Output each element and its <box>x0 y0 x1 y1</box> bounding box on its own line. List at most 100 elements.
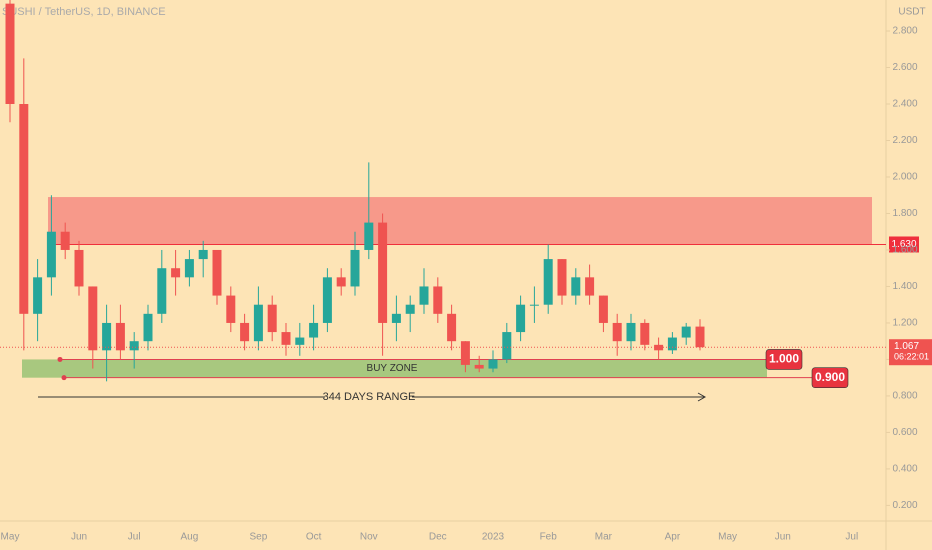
y-tick-label: 2.000 <box>892 172 917 183</box>
candle-body <box>695 326 705 348</box>
candle-body <box>115 322 125 351</box>
buy-zone <box>22 359 767 378</box>
candle-body <box>171 268 181 278</box>
candle-body <box>322 277 332 323</box>
x-tick-label: Jul <box>845 532 858 543</box>
y-tick-label: 2.600 <box>892 62 917 73</box>
candle-body <box>267 304 277 333</box>
last-price-countdown: 06:22:01 <box>894 352 929 362</box>
last-price-label: 1.067 <box>894 341 919 352</box>
buy-zone-top-box <box>765 349 803 370</box>
candle-body <box>612 322 622 342</box>
x-tick-label: Apr <box>665 532 681 543</box>
candle-body <box>598 295 608 323</box>
candle-body <box>60 231 70 250</box>
candle-body <box>378 222 388 323</box>
candle-body <box>488 359 498 369</box>
resistance-label-box <box>889 236 919 253</box>
x-tick-label: Mar <box>595 532 613 543</box>
x-tick-label: Jun <box>775 532 791 543</box>
candle-body <box>364 222 374 250</box>
y-tick-label: 2.200 <box>892 135 917 146</box>
y-tick-label: 2.800 <box>892 26 917 37</box>
y-tick-label: 1.800 <box>892 208 917 219</box>
candle-body <box>529 304 539 306</box>
buy-zone-bottom-label: 0.900 <box>815 370 845 384</box>
candle-body <box>253 304 263 342</box>
y-tick-label: 0.800 <box>892 391 917 402</box>
candle-body <box>143 313 153 342</box>
chart-title: SUSHI / TetherUS, 1D, BINANCE <box>2 6 166 18</box>
candle-body <box>571 277 581 296</box>
candle-body <box>184 259 194 278</box>
candle-body <box>88 286 98 351</box>
candle-body <box>585 277 595 296</box>
candle-body <box>626 322 636 342</box>
candle-body <box>198 249 208 260</box>
candle-body <box>102 322 112 351</box>
y-tick-label: 1.400 <box>892 281 917 292</box>
candle-body <box>240 322 250 342</box>
candle-body <box>129 341 139 351</box>
y-tick-label: 0.600 <box>892 427 917 438</box>
candle-body <box>433 286 443 314</box>
y-tick-label: 0.400 <box>892 464 917 475</box>
candle-body <box>419 286 429 305</box>
x-tick-label: Jun <box>71 532 87 543</box>
buy-zone-text: BUY ZONE <box>367 363 418 374</box>
x-tick-label: Aug <box>181 532 199 543</box>
candle-body <box>667 337 677 351</box>
y-tick-label: 0.200 <box>892 500 917 511</box>
x-tick-label: 2023 <box>482 532 505 543</box>
x-tick-label: Nov <box>360 532 378 543</box>
candle-body <box>405 304 415 314</box>
candle-body <box>460 341 470 365</box>
range-text: 344 DAYS RANGE <box>323 391 416 403</box>
x-tick-label: Jul <box>128 532 141 543</box>
candle-body <box>33 277 43 314</box>
candle-body <box>502 332 512 360</box>
last-price-box <box>889 339 932 366</box>
candle-body <box>309 322 319 338</box>
candle-body <box>46 231 56 278</box>
candle-body <box>226 295 236 323</box>
unit-label: USDT <box>898 7 925 18</box>
buy-zone-top-label: 1.000 <box>769 352 799 366</box>
x-tick-label: May <box>718 532 737 543</box>
resistance-zone <box>48 197 872 245</box>
x-tick-label: Feb <box>540 532 558 543</box>
candle-body <box>281 332 291 345</box>
candle-body <box>212 249 222 296</box>
x-tick-label: Sep <box>250 532 268 543</box>
candle-body <box>157 268 167 314</box>
candle-body <box>350 249 360 287</box>
candle-body <box>654 344 664 351</box>
candle-body <box>681 326 691 338</box>
candle-body <box>74 249 84 287</box>
candle-body <box>336 277 346 287</box>
buy-zone-bottom-dot <box>61 375 67 381</box>
candle-body <box>516 304 526 333</box>
candle-body <box>19 104 29 314</box>
x-tick-label: Dec <box>429 532 447 543</box>
buy-zone-bottom-box <box>811 367 849 388</box>
x-tick-label: May <box>1 532 20 543</box>
candle-body <box>543 259 553 305</box>
y-tick-label: 2.400 <box>892 99 917 110</box>
y-tick-label: 1.200 <box>892 318 917 329</box>
candle-body <box>447 313 457 342</box>
y-tick-label: 1.600 <box>892 245 917 256</box>
candle-body <box>391 313 401 323</box>
x-tick-label: Oct <box>306 532 322 543</box>
resistance-label: 1.630 <box>891 239 916 250</box>
candle-body <box>557 259 567 296</box>
candle-body <box>474 364 484 369</box>
candle-body <box>295 337 305 345</box>
candle-body <box>5 3 15 104</box>
candle-body <box>640 322 650 345</box>
range-arrow-head <box>697 392 707 402</box>
buy-zone-top-dot <box>57 356 63 362</box>
